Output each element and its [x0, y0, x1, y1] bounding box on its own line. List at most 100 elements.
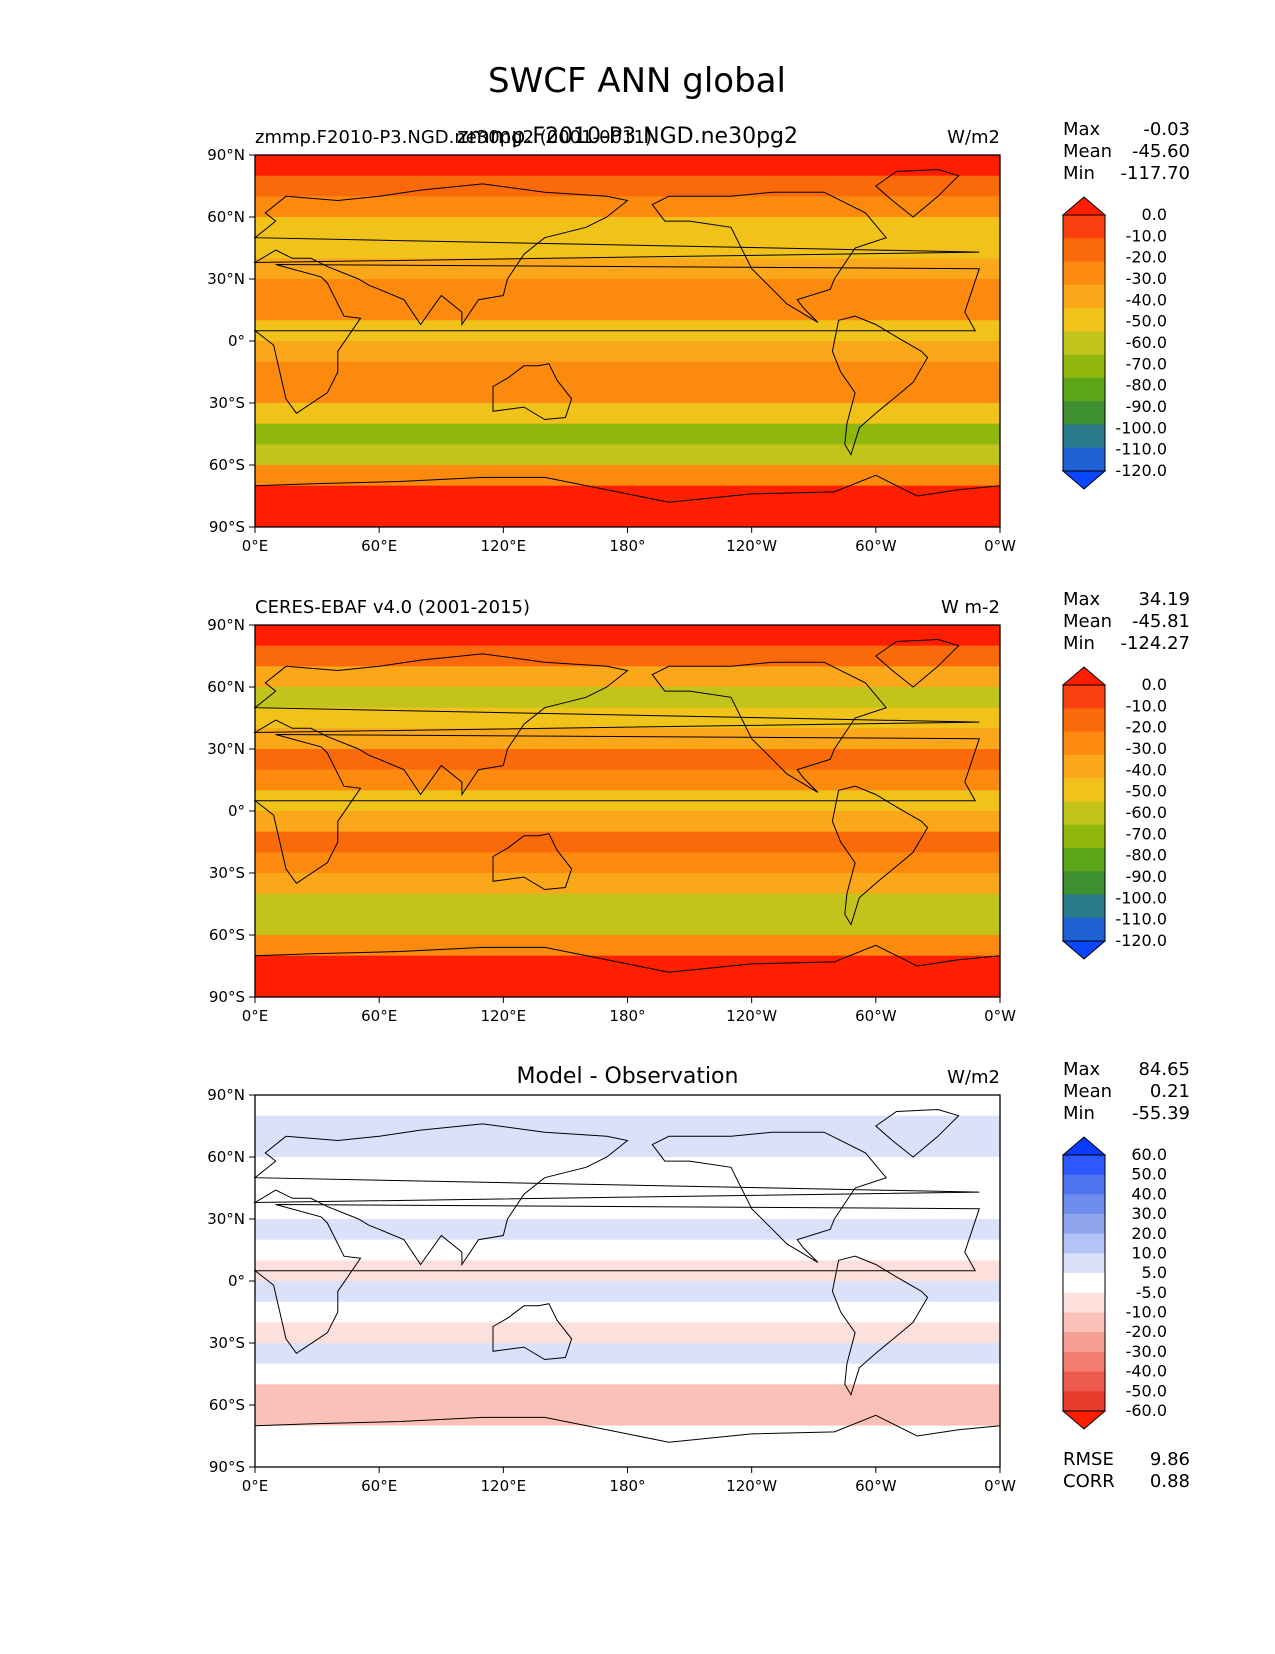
- zonal-band: [255, 1343, 1000, 1365]
- colorbar-tick-label: -50.0: [1126, 782, 1167, 801]
- colorbar-swatch: [1063, 1214, 1105, 1235]
- y-tick-label: 30°S: [209, 864, 245, 882]
- zonal-band: [255, 506, 1000, 528]
- colorbar-swatch: [1063, 1155, 1105, 1175]
- colorbar-tick-label: -40.0: [1126, 1362, 1167, 1381]
- colorbar-tick-label: -10.0: [1126, 696, 1167, 715]
- map-panel-observation: 0°E 60°E 120°E 180° 120°W 60°W 0°W 90°N 60°N 30°N…: [207, 589, 1190, 1025]
- x-tick-label: 0°W: [984, 1007, 1016, 1025]
- y-tick-label: 90°N: [207, 146, 245, 164]
- y-tick-label: 90°S: [209, 988, 245, 1006]
- colorbar: 0.0 -10.0 -20.0 -30.0 -40.0 -50.0 -60.0 -70.0 -8…: [1061, 666, 1167, 960]
- coastline: [253, 653, 980, 797]
- coastline: [874, 168, 960, 218]
- zonal-band: [255, 976, 1000, 998]
- colorbar-swatch: [1063, 1194, 1105, 1215]
- metric-label: CORR: [1063, 1471, 1115, 1492]
- y-tick-label: 30°S: [209, 1334, 245, 1352]
- colorbar-swatch: [1063, 1292, 1105, 1313]
- zonal-band: [255, 811, 1000, 833]
- colorbar-tick-label: 40.0: [1131, 1184, 1167, 1203]
- y-tick-label: 30°S: [209, 394, 245, 412]
- zonal-band: [255, 485, 1000, 507]
- colorbar-swatch: [1063, 917, 1105, 942]
- zonal-band: [255, 852, 1000, 874]
- colorbar-swatch: [1063, 1371, 1105, 1392]
- colorbar-tick-label: -80.0: [1126, 846, 1167, 865]
- colorbar-swatch: [1063, 215, 1105, 239]
- colorbar-swatch: [1063, 894, 1105, 919]
- coastline: [492, 833, 573, 891]
- zonal-band: [255, 893, 1000, 915]
- colorbar-tick-label: -60.0: [1126, 333, 1167, 352]
- colorbar-swatch: [1063, 685, 1105, 709]
- colorbar-tick-label: 5.0: [1142, 1263, 1167, 1282]
- zonal-band: [255, 155, 1000, 177]
- metric-value: 0.88: [1150, 1471, 1190, 1492]
- zonal-band: [255, 341, 1000, 363]
- colorbar-tick-label: -10.0: [1126, 226, 1167, 245]
- stat-value: -117.70: [1121, 163, 1190, 184]
- coastline: [253, 264, 980, 414]
- colorbar-tick-label: -20.0: [1126, 1322, 1167, 1341]
- colorbar-swatch: [1063, 1312, 1105, 1333]
- x-tick-label: 0°W: [984, 537, 1016, 555]
- colorbar-swatch: [1063, 1174, 1105, 1195]
- zonal-band: [255, 666, 1000, 688]
- colorbar-swatch: [1063, 261, 1105, 286]
- zonal-band: [255, 1239, 1000, 1261]
- coastline: [651, 191, 888, 323]
- colorbar-tick-label: -110.0: [1115, 910, 1167, 929]
- colorbar-swatch: [1063, 401, 1105, 425]
- panel-center-title: zmmp.F2010-P3.NGD.ne30pg2: [457, 124, 798, 149]
- zonal-band: [255, 935, 1000, 957]
- colorbar-frame: [1062, 1154, 1106, 1412]
- colorbar: 0.0 -10.0 -20.0 -30.0 -40.0 -50.0 -60.0 -70.0 -8…: [1061, 196, 1167, 490]
- y-tick-label: 90°N: [207, 1086, 245, 1104]
- zonal-band: [255, 1219, 1000, 1241]
- zonal-band: [255, 728, 1000, 750]
- y-tick-label: 60°N: [207, 208, 245, 226]
- zonal-band: [255, 382, 1000, 404]
- colorbar-swatch: [1063, 1391, 1105, 1412]
- y-tick-label: 60°S: [209, 1396, 245, 1414]
- y-tick-label: 0°: [228, 332, 245, 350]
- stat-label: Mean: [1063, 1081, 1112, 1102]
- stat-label: Max: [1063, 1059, 1101, 1080]
- panel-center-title: Model - Observation: [517, 1064, 739, 1089]
- figure-title: SWCF ANN global: [488, 61, 786, 101]
- colorbar-tick-label: -90.0: [1126, 867, 1167, 886]
- x-tick-label: 120°W: [726, 1007, 777, 1025]
- colorbar-swatch: [1063, 447, 1105, 472]
- colorbar-tick-label: 10.0: [1131, 1243, 1167, 1262]
- zonal-band: [255, 831, 1000, 853]
- y-tick-label: 0°: [228, 802, 245, 820]
- panel-units: W m-2: [941, 597, 1000, 618]
- colorbar-tick-label: -10.0: [1126, 1303, 1167, 1322]
- colorbar-tick-label: -70.0: [1126, 824, 1167, 843]
- colorbar-tick-label: -50.0: [1126, 312, 1167, 331]
- colorbar-tick-label: -30.0: [1126, 739, 1167, 758]
- panel-left-title: zmmp.F2010-P3.NGD.ne30pg2 (0001-0011): [255, 127, 652, 148]
- y-tick-label: 90°S: [209, 1458, 245, 1476]
- colorbar-tick-label: -70.0: [1126, 354, 1167, 373]
- colorbar-tick-label: -120.0: [1115, 931, 1167, 950]
- zonal-band: [255, 361, 1000, 383]
- x-tick-label: 0°E: [242, 1007, 269, 1025]
- colorbar-swatch: [1063, 1351, 1105, 1372]
- colorbar-swatch: [1063, 1233, 1105, 1254]
- x-tick-label: 180°: [609, 1477, 645, 1495]
- stat-value: 0.21: [1150, 1081, 1190, 1102]
- panel-units: W/m2: [947, 127, 1000, 148]
- stat-label: Min: [1063, 1103, 1095, 1124]
- zonal-band: [255, 625, 1000, 647]
- coastline: [254, 1414, 1001, 1443]
- zonal-band: [255, 1405, 1000, 1427]
- zonal-band: [255, 1446, 1000, 1468]
- colorbar-tick-label: -40.0: [1126, 760, 1167, 779]
- colorbar-swatch: [1063, 871, 1105, 895]
- y-tick-label: 60°S: [209, 456, 245, 474]
- colorbar-tick-label: -80.0: [1126, 376, 1167, 395]
- coastline: [651, 661, 888, 793]
- zonal-band: [255, 1301, 1000, 1323]
